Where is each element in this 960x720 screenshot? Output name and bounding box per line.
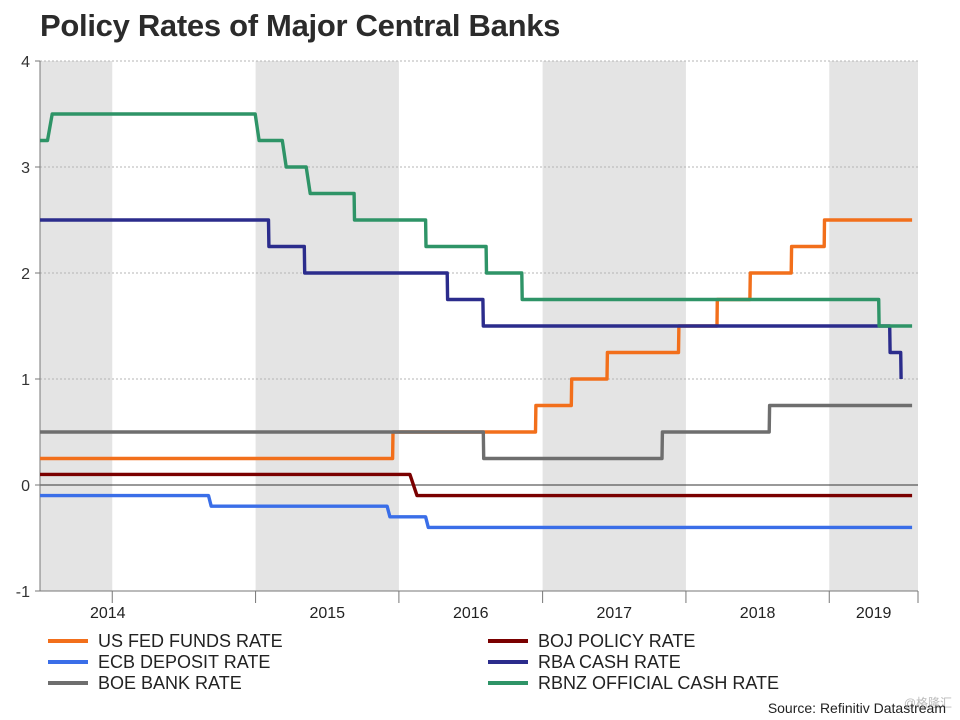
- legend-swatch-boe: [48, 681, 88, 685]
- legend-label-us-fed: US FED FUNDS RATE: [98, 630, 283, 651]
- series-line-us-fed-funds-rate: [40, 218, 913, 461]
- x-tick-label-4: 2018: [740, 605, 776, 622]
- legend-swatch-us-fed: [48, 639, 88, 643]
- x-tick-label-5: 2019: [856, 605, 892, 622]
- series-line-boe-bank-rate: [40, 403, 913, 461]
- legend-swatch-rba: [488, 660, 528, 664]
- legend-swatch-ecb: [48, 660, 88, 664]
- series-line-rbnz-official-cash-rate: [40, 112, 913, 328]
- series-line-ecb-deposit-rate: [40, 493, 913, 530]
- legend-label-boe: BOE BANK RATE: [98, 672, 242, 693]
- x-tick-label-2: 2016: [453, 605, 489, 622]
- watermark-text: @格隆汇: [903, 696, 952, 710]
- y-tick-label-0: -1: [16, 584, 30, 601]
- legend-swatch-boj: [488, 639, 528, 643]
- legend-item-rba-cash-rate: RBA CASH RATE: [488, 651, 681, 673]
- series-line-boj-policy-rate: [40, 472, 913, 498]
- y-tick-label-4: 3: [21, 160, 30, 177]
- legend-item-ecb-deposit-rate: ECB DEPOSIT RATE: [48, 651, 270, 673]
- legend-label-rbnz: RBNZ OFFICIAL CASH RATE: [538, 672, 780, 693]
- x-tick-label-0: 2014: [90, 605, 126, 622]
- y-tick-label-5: 4: [21, 54, 30, 71]
- legend-item-rbnz-official-cash-rate: RBNZ OFFICIAL CASH RATE: [488, 672, 779, 694]
- series-line-rba-cash-rate: [40, 218, 903, 380]
- legend-label-ecb: ECB DEPOSIT RATE: [98, 651, 271, 672]
- y-tick-label-1: 0: [21, 478, 30, 495]
- chart-title: Policy Rates of Major Central Banks: [40, 8, 561, 43]
- legend-label-boj: BOJ POLICY RATE: [538, 630, 696, 651]
- legend-item-boe-bank-rate: BOE BANK RATE: [48, 672, 242, 694]
- x-tick-label-1: 2015: [309, 605, 345, 622]
- shaded-year-band-1: [255, 61, 399, 591]
- source-note: Source: Refinitiv Datastream: [767, 700, 946, 716]
- x-tick-label-3: 2017: [596, 605, 632, 622]
- y-tick-label-3: 2: [21, 266, 30, 283]
- legend-item-boj-policy-rate: BOJ POLICY RATE: [488, 630, 695, 652]
- legend-swatch-rbnz: [488, 681, 528, 685]
- legend-item-us-fed-funds-rate: US FED FUNDS RATE: [48, 630, 283, 652]
- legend-label-rba: RBA CASH RATE: [538, 651, 681, 672]
- y-tick-label-2: 1: [21, 372, 30, 389]
- shaded-year-band-0: [40, 61, 113, 591]
